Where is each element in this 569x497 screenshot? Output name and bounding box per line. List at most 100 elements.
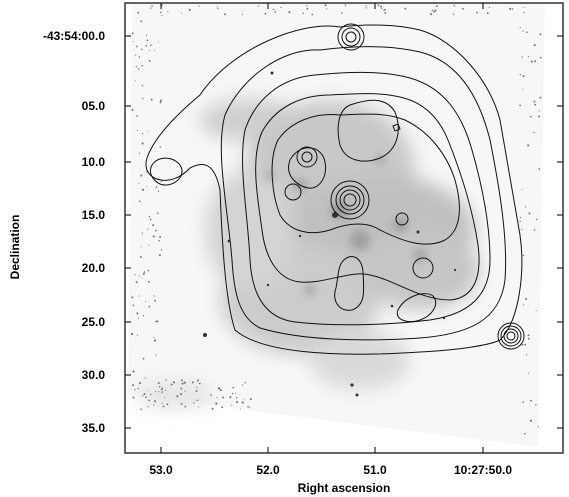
noise-speck [210,394,212,397]
noise-speck [141,84,144,87]
noise-speck [152,224,155,227]
noise-speck [533,44,536,47]
noise-speck [215,402,217,404]
noise-speck [148,215,151,218]
noise-speck [530,60,533,63]
noise-speck [197,399,199,401]
noise-speck [533,131,535,134]
noise-speck [153,404,155,406]
noise-speck [210,394,212,396]
noise-speck [529,115,532,118]
noise-speck [138,295,140,297]
noise-speck [138,56,141,58]
noise-speck [158,254,161,257]
noise-speck [134,273,136,276]
noise-speck [149,218,152,221]
contour-se-source-4 [506,331,516,341]
noise-speck [519,220,521,223]
noise-speck [150,44,152,46]
contour-north-source-2 [341,27,361,47]
noise-speck [138,182,140,184]
noise-speck [137,387,139,390]
noise-speck [148,59,151,62]
noise-speck [341,12,343,14]
noise-speck [538,110,540,112]
noise-speck [433,11,435,13]
contour-peak-ne [392,123,401,132]
noise-speck [229,396,232,399]
noise-speck [184,405,187,408]
noise-speck [166,403,169,406]
noise-speck [247,405,249,408]
noise-speck [132,370,135,373]
noise-speck [180,403,183,405]
noise-speck [429,13,433,16]
noise-speck [525,354,528,356]
noise-speck [146,186,148,187]
noise-speck [140,246,142,248]
noise-speck [131,108,134,111]
noise-speck [219,389,222,392]
noise-speck [521,343,524,346]
noise-speck [161,391,163,393]
noise-speck [249,398,252,401]
noise-speck [535,218,538,221]
noise-speck [157,190,160,192]
noise-speck [305,5,308,7]
axis-ticks [125,3,563,453]
noise-speck [141,277,143,279]
noise-speck [145,44,147,47]
noise-speck [135,54,137,56]
noise-speck [383,8,386,11]
noise-speck [161,402,163,405]
noise-speck [138,200,141,203]
noise-speck [377,4,380,7]
noise-speck [221,406,224,409]
noise-speck [141,64,144,67]
noise-speck [132,40,134,43]
noise-speck [141,232,143,234]
noise-speck [241,13,244,15]
noise-speck [522,75,525,78]
noise-speck [236,401,239,404]
noise-speck [274,11,277,13]
noise-speck [534,60,537,63]
contour-core-3 [339,189,361,211]
noise-speck [160,180,163,183]
contour-west-lobe [149,157,183,186]
noise-speck [142,133,144,135]
noise-speck [533,100,536,103]
noise-speck [264,12,267,15]
noise-speck [159,11,162,14]
noise-speck [522,254,525,257]
noise-speck [132,396,135,399]
noise-speck [198,5,200,7]
x-tick-label: 53.0 [149,463,173,477]
noise-speck [157,381,160,385]
noise-speck [195,390,198,392]
noise-speck [521,56,523,58]
noise-speck [142,394,144,397]
noise-speck [257,5,260,7]
noise-speck [404,7,407,10]
x-tick-labels: 53.0 52.0 51.0 10:27:50.0 [149,463,512,477]
noise-speck [136,312,139,315]
noise-speck [132,384,135,387]
contour-knot-se [412,257,434,279]
noise-speck [149,50,151,52]
noise-speck [534,103,537,106]
noise-speck [519,26,521,29]
noise-speck [216,5,219,7]
noise-speck [139,256,142,259]
noise-speck [528,212,531,215]
noise-speck [131,296,134,299]
noise-speck [144,396,147,399]
edge-noise [131,4,542,435]
noise-speck [131,32,134,35]
noise-speck [452,13,455,15]
noise-speck [150,393,152,396]
noise-speck [142,357,145,360]
noise-speck [155,186,158,188]
contour-north-source-3 [345,31,357,43]
contour-core-1 [330,180,370,220]
